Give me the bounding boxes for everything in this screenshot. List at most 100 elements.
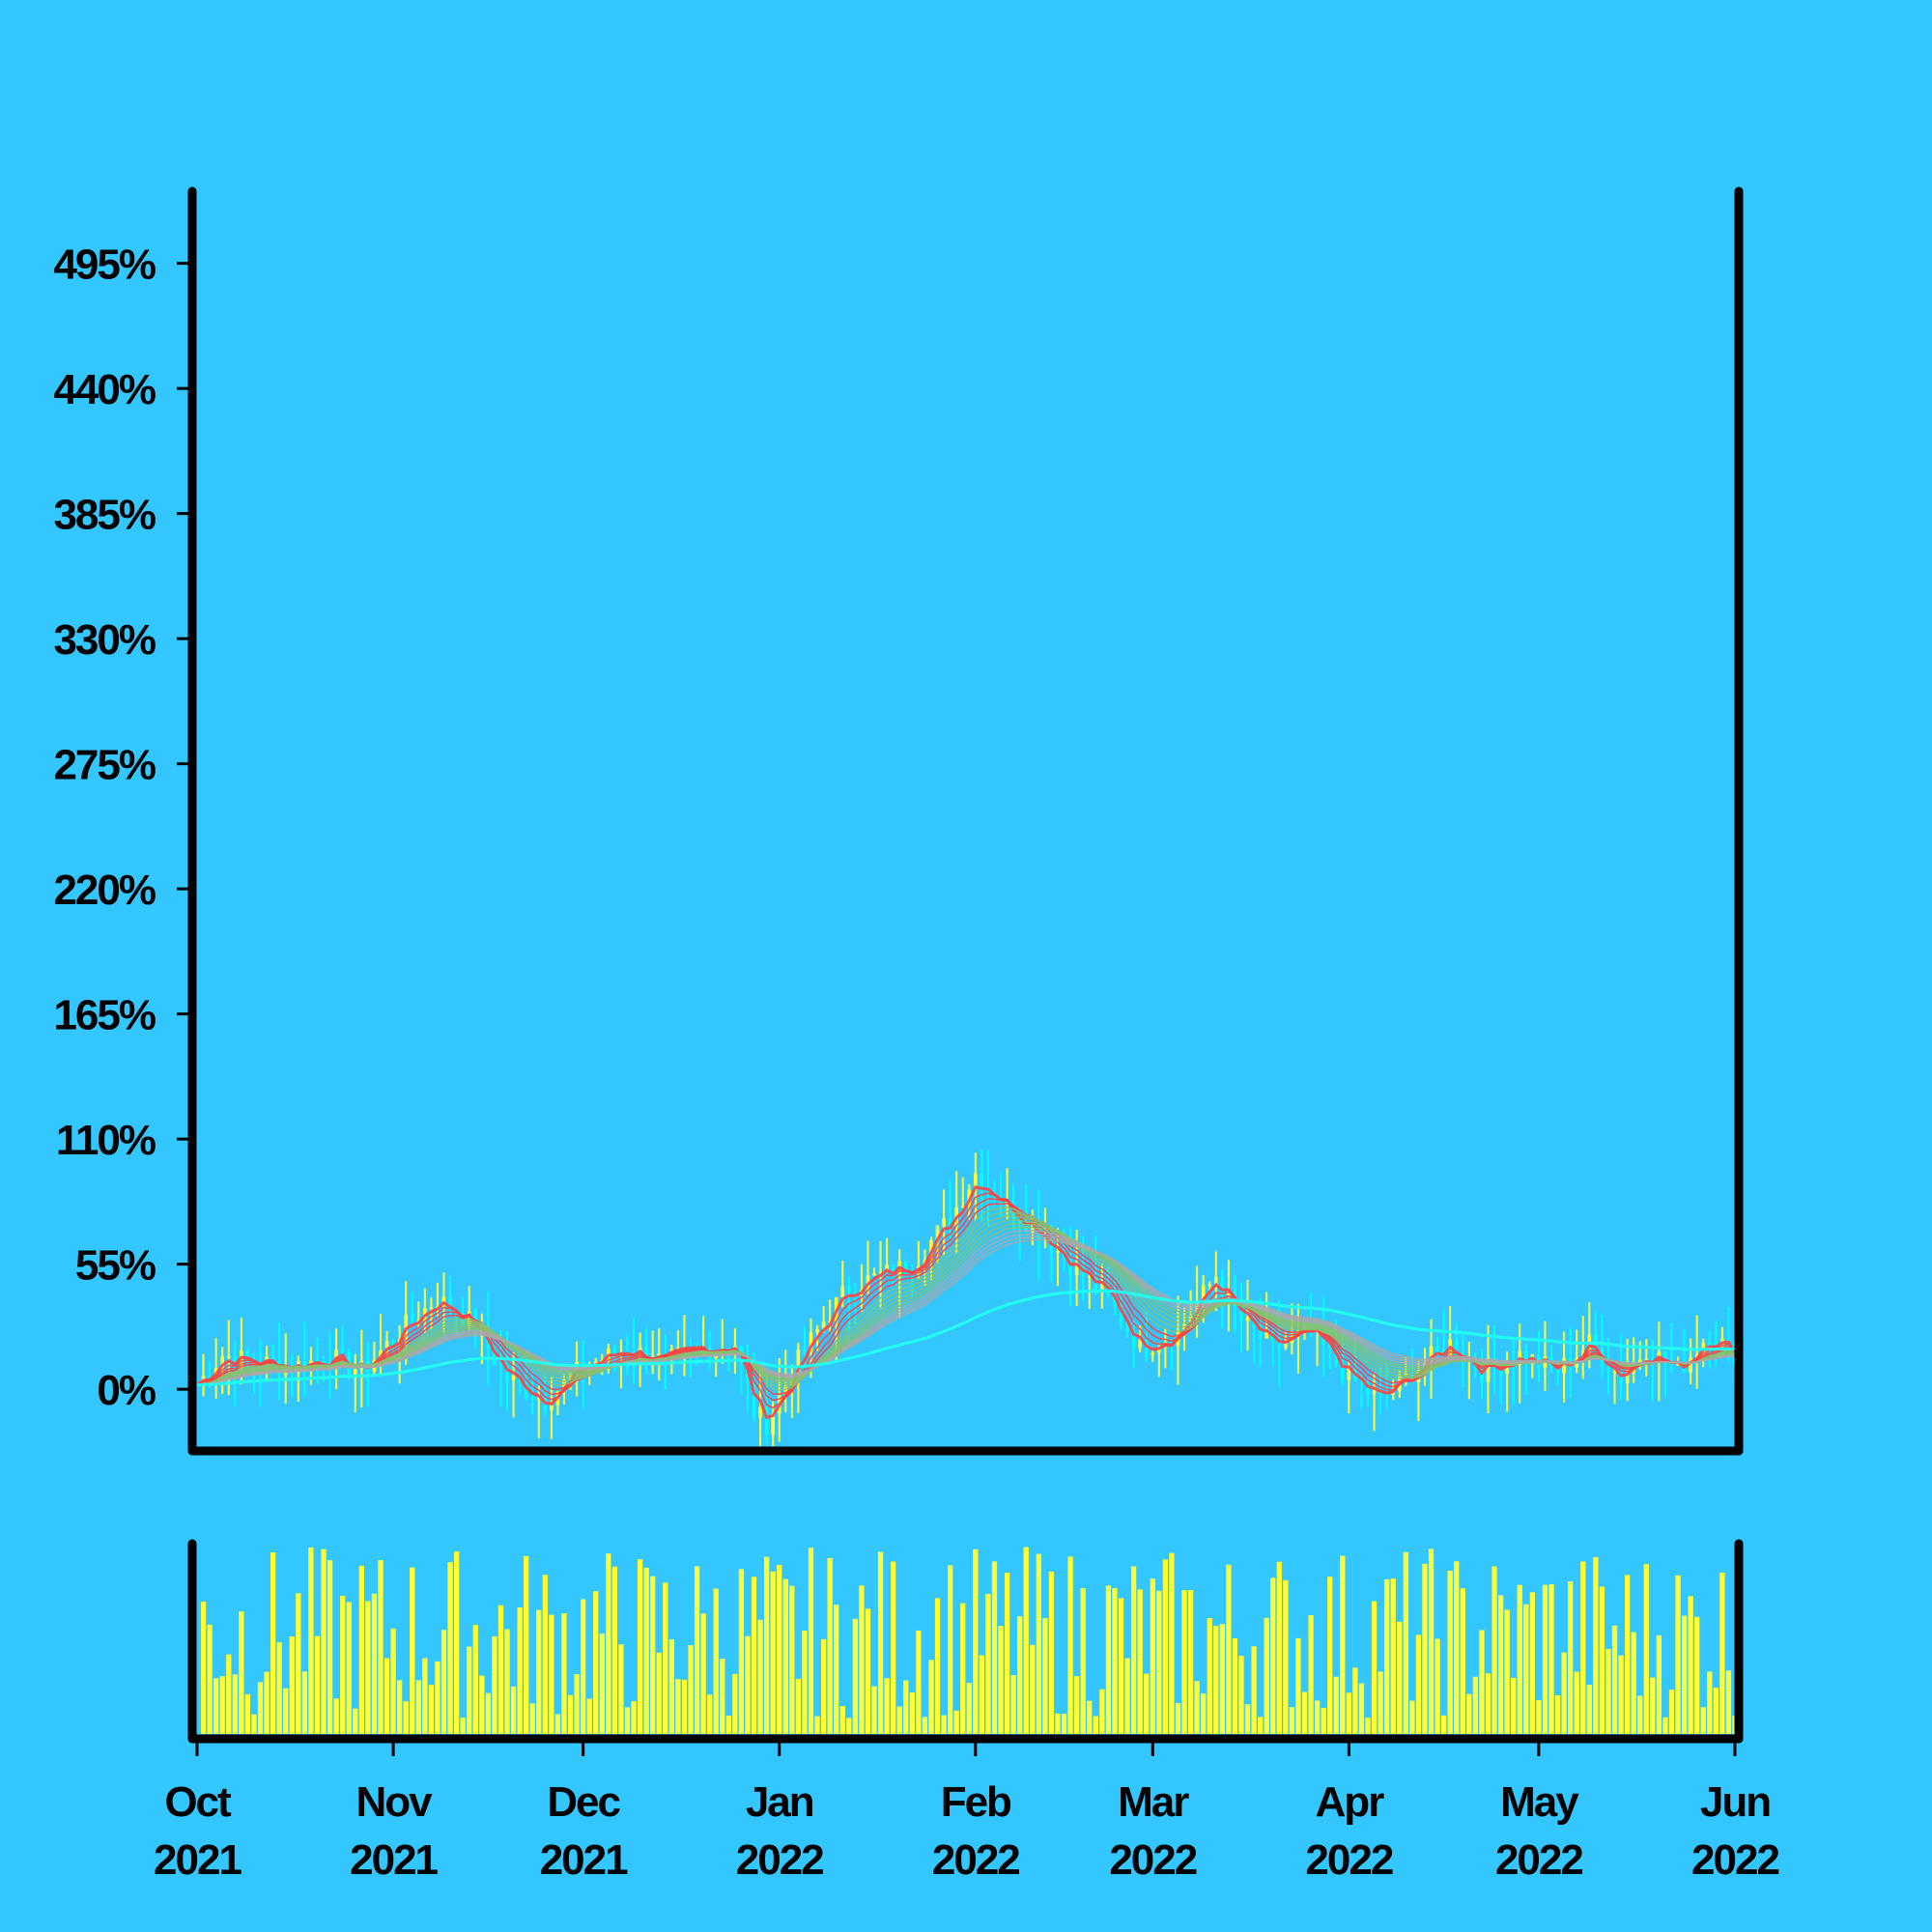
y-tick-label: 495%	[53, 242, 155, 289]
volume-bar	[643, 1567, 649, 1734]
volume-bar	[839, 1706, 845, 1734]
volume-bar	[390, 1628, 396, 1734]
volume-bar	[928, 1660, 934, 1734]
candle-body	[1100, 1282, 1104, 1292]
volume-bar	[1270, 1577, 1276, 1734]
volume-bar	[1485, 1673, 1492, 1734]
candle-body	[758, 1406, 762, 1418]
volume-bar	[353, 1708, 358, 1734]
volume-bar	[1048, 1571, 1055, 1734]
x-tick-month: May	[1500, 1778, 1579, 1826]
volume-bar	[1074, 1676, 1080, 1734]
candle-body	[1341, 1364, 1345, 1380]
volume-bar	[782, 1578, 788, 1734]
volume-bar	[1181, 1590, 1187, 1734]
volume-bar	[688, 1645, 694, 1734]
volume-bar	[1276, 1561, 1282, 1734]
candle-body	[1138, 1339, 1142, 1349]
volume-bar	[1548, 1583, 1554, 1734]
volume-bar	[1447, 1571, 1453, 1734]
volume-bar	[1529, 1592, 1535, 1734]
volume-bar	[599, 1634, 605, 1734]
volume-bar	[314, 1635, 321, 1734]
volume-bar	[1207, 1618, 1212, 1734]
volume-bar	[384, 1658, 390, 1734]
volume-bar	[846, 1718, 852, 1734]
volume-bar	[321, 1548, 327, 1734]
volume-bar	[859, 1585, 865, 1734]
volume-bar	[1061, 1713, 1067, 1734]
candle-body	[960, 1206, 965, 1208]
x-tick-month: Dec	[547, 1778, 620, 1826]
candle-body	[270, 1356, 275, 1361]
volume-bar	[852, 1618, 858, 1734]
candle-body	[1049, 1238, 1054, 1253]
volume-bar	[1409, 1700, 1415, 1734]
volume-bar	[998, 1626, 1004, 1734]
candle-body	[568, 1374, 573, 1379]
volume-bar	[808, 1548, 814, 1734]
candle-body	[498, 1364, 503, 1367]
candle-body	[815, 1328, 819, 1333]
candle-body	[1404, 1373, 1408, 1376]
volume-bar	[770, 1571, 776, 1734]
candle-body	[1068, 1259, 1072, 1276]
candle-body	[1151, 1352, 1155, 1355]
volume-bar	[232, 1674, 238, 1734]
volume-bar	[764, 1556, 770, 1734]
candle-body	[1505, 1362, 1509, 1375]
volume-bar	[1568, 1580, 1574, 1734]
x-axis-ticks: Oct 2021 Nov 2021 Dec 2021 Jan 2022 Feb 2022 Mar 20…	[154, 1739, 1780, 1884]
volume-bar	[1415, 1634, 1422, 1734]
volume-bar	[738, 1569, 745, 1734]
volume-bar	[289, 1636, 295, 1734]
volume-bar	[606, 1553, 611, 1734]
volume-bar	[1631, 1632, 1636, 1734]
volume-bar	[1301, 1691, 1308, 1734]
volume-bar	[979, 1655, 984, 1734]
candle-body	[1264, 1332, 1268, 1339]
volume-bar	[1258, 1717, 1264, 1734]
x-tick-month: Apr	[1315, 1778, 1384, 1826]
volume-bar	[1479, 1630, 1485, 1734]
volume-bar	[453, 1551, 460, 1734]
volume-bar	[510, 1686, 517, 1734]
volume-bar	[333, 1698, 339, 1734]
x-tick-month: Oct	[164, 1778, 232, 1826]
volume-bar	[1625, 1575, 1631, 1734]
candle-body	[1694, 1353, 1699, 1358]
x-tick-month: Mar	[1118, 1778, 1189, 1826]
price-panel: 0% 55% 110% 165% 220% 275% 330% 385% 440% 495%	[53, 186, 1744, 1734]
candle-body	[903, 1261, 908, 1274]
volume-bar	[561, 1613, 567, 1734]
volume-bar	[834, 1605, 839, 1734]
volume-bar	[1618, 1655, 1624, 1734]
volume-bar	[941, 1715, 947, 1734]
volume-bar	[909, 1691, 915, 1734]
volume-bar	[618, 1644, 624, 1734]
volume-bar	[410, 1567, 415, 1734]
volume-bar	[732, 1673, 738, 1734]
x-tick-month: Jun	[1700, 1778, 1770, 1826]
volume-bar	[593, 1591, 599, 1734]
candle-body	[1429, 1346, 1434, 1363]
volume-bar	[1707, 1671, 1713, 1734]
volume-bar	[1346, 1692, 1351, 1734]
volume-bar	[1662, 1717, 1668, 1734]
long-trend-line	[196, 1289, 1736, 1387]
candle-body	[208, 1376, 212, 1379]
volume-bar	[581, 1599, 586, 1734]
volume-bar	[960, 1603, 966, 1734]
volume-bar	[713, 1588, 719, 1734]
volume-bar	[1314, 1700, 1321, 1734]
volume-bar	[244, 1693, 251, 1734]
volume-bar	[472, 1625, 478, 1734]
volume-bar	[916, 1630, 922, 1734]
volume-bar	[1080, 1588, 1086, 1734]
candle-body	[1714, 1343, 1719, 1347]
candle-body	[796, 1350, 801, 1380]
volume-bar	[403, 1701, 409, 1734]
candle-body	[1480, 1370, 1484, 1382]
candle-body	[524, 1381, 528, 1398]
candle-body	[935, 1226, 940, 1241]
